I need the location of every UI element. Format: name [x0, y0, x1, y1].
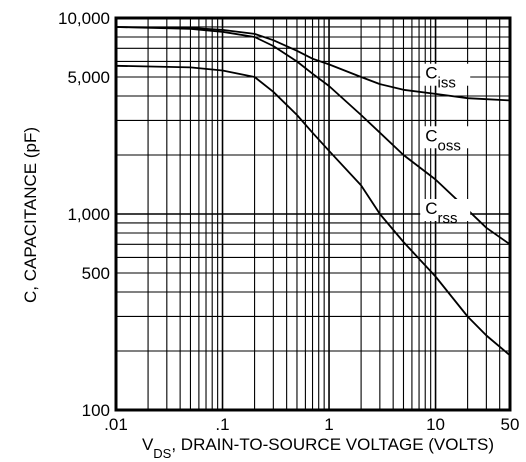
x-tick-labels: .01 .1 1 10 50 [104, 415, 519, 434]
x-tick-label: 50 [501, 415, 520, 434]
y-tick-labels: 100 500 1,000 5,000 10,000 [58, 9, 110, 420]
y-tick-label: 500 [82, 264, 110, 283]
series-label-bg [420, 199, 471, 221]
y-tick-label: 1,000 [67, 205, 110, 224]
series-label-ciss: Ciss [425, 64, 456, 92]
series-labels: Ciss Coss Crss [420, 63, 471, 227]
y-tick-label: 5,000 [67, 68, 110, 87]
series-label-bg [420, 126, 471, 149]
grid [115, 18, 511, 411]
series-label-coss: Coss [425, 126, 461, 154]
x-tick-label: .01 [104, 415, 128, 434]
y-tick-label: 10,000 [58, 9, 110, 28]
series-label-crss: Crss [425, 199, 457, 227]
series-line-crss [115, 64, 511, 357]
x-tick-label: .1 [215, 415, 229, 434]
series-label-bg [420, 63, 471, 86]
series-line-ciss [115, 26, 511, 102]
x-axis-title: VDS, DRAIN-TO-SOURCE VOLTAGE (VOLTS) [142, 435, 494, 461]
x-tick-label: 10 [426, 415, 445, 434]
y-axis-title: C, CAPACITANCE (pF) [21, 127, 40, 303]
y-tick-label: 100 [82, 401, 110, 420]
plot-frame [114, 16, 512, 412]
x-tick-label: 1 [324, 415, 333, 434]
